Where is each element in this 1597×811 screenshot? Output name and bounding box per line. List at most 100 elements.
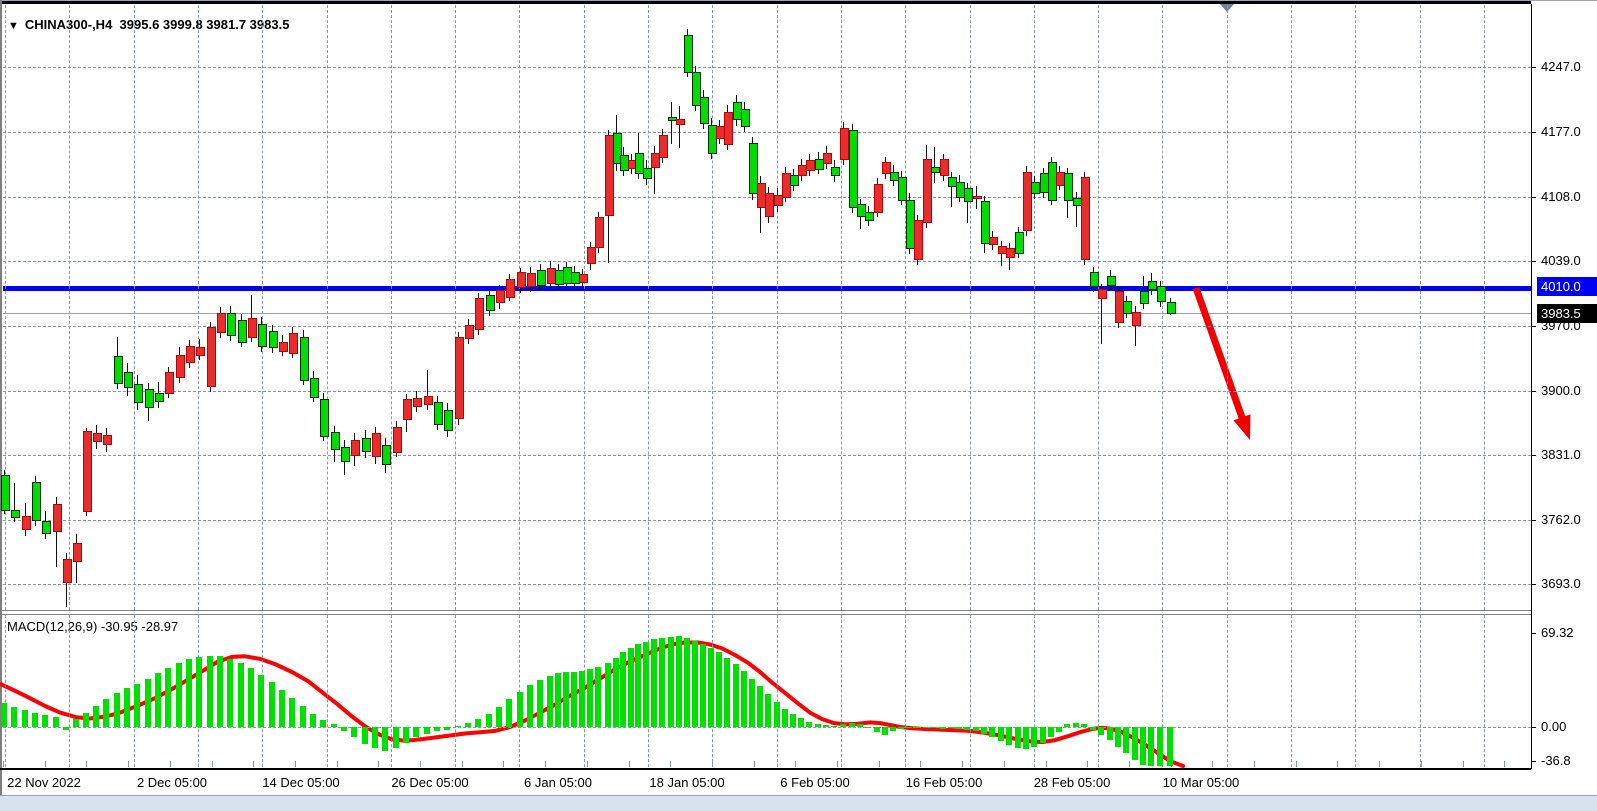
macd-histogram-bar — [103, 699, 109, 727]
macd-histogram-bar — [774, 702, 780, 727]
candle — [1148, 280, 1157, 291]
price-axis-tick — [1531, 584, 1536, 585]
candle — [700, 96, 709, 125]
candle — [496, 290, 505, 304]
candle — [1081, 177, 1090, 261]
vertical-gridline — [1483, 615, 1485, 767]
candle — [898, 177, 907, 201]
candle — [981, 201, 990, 244]
candle — [279, 341, 288, 352]
time-axis-label: 18 Jan 05:00 — [649, 775, 725, 790]
macd-histogram-bar — [676, 636, 682, 727]
macd-histogram-bar — [659, 637, 665, 727]
candle — [114, 356, 123, 384]
macd-histogram-bar — [331, 724, 337, 727]
price-axis-tick — [1531, 326, 1536, 327]
candle-wick — [934, 147, 935, 183]
time-axis-tick — [1212, 761, 1214, 767]
trend-arrow-head[interactable] — [1233, 414, 1251, 440]
candle-wick — [679, 106, 680, 149]
vertical-gridline — [776, 615, 778, 767]
price-axis-label: 4108.0 — [1541, 189, 1581, 204]
macd-histogram-bar — [605, 662, 611, 727]
price-axis-tick — [1531, 520, 1536, 521]
candle — [486, 294, 495, 311]
macd-axis-label: 69.32 — [1541, 625, 1574, 640]
macd-histogram-bar — [238, 662, 244, 727]
macd-histogram-bar — [382, 727, 388, 751]
time-axis-tick — [545, 761, 547, 767]
symbol-dropdown-icon[interactable]: ▼ — [8, 20, 19, 32]
vertical-gridline — [69, 5, 71, 610]
macd-histogram-bar — [1015, 727, 1021, 748]
macd-histogram-bar — [849, 723, 855, 727]
macd-histogram-bar — [1048, 727, 1054, 738]
candle — [1015, 232, 1024, 254]
macd-histogram-bar — [643, 641, 649, 727]
time-axis-tick — [920, 761, 922, 767]
time-axis-tick — [586, 761, 588, 767]
macd-histogram-bar — [424, 727, 430, 734]
macd-histogram-bar — [668, 636, 674, 727]
candle — [1098, 289, 1107, 299]
pane-separator[interactable] — [0, 610, 1531, 611]
macd-axis-tick — [1531, 727, 1536, 728]
candle — [444, 409, 453, 432]
price-axis-tick — [1531, 391, 1536, 392]
vertical-gridline — [1291, 615, 1292, 767]
time-axis-tick — [420, 761, 421, 767]
vertical-gridline — [648, 5, 649, 610]
price-axis-label: 3970.0 — [1541, 318, 1581, 333]
macd-indicator-label: MACD(12,26,9) -30.95 -28.97 — [7, 619, 179, 634]
vertical-gridline — [969, 5, 971, 610]
macd-axis-tick — [1531, 633, 1536, 634]
vertical-gridline — [776, 5, 778, 610]
candle — [1064, 173, 1073, 201]
price-axis-label: 4039.0 — [1541, 253, 1581, 268]
time-axis-tick — [628, 761, 630, 767]
macd-histogram-bar — [42, 715, 48, 727]
macd-histogram-bar — [279, 690, 285, 727]
macd-histogram-bar — [973, 727, 979, 731]
macd-histogram-bar — [1064, 724, 1070, 727]
candle — [964, 188, 973, 203]
macd-histogram-bar — [475, 719, 481, 727]
time-axis-tick — [1462, 761, 1464, 767]
vertical-gridline — [197, 5, 199, 610]
candle — [269, 331, 278, 349]
candle — [708, 124, 717, 154]
pane-separator[interactable] — [0, 614, 1531, 615]
macd-histogram-bar — [1157, 727, 1163, 766]
macd-histogram-bar — [923, 727, 929, 728]
vertical-gridline — [455, 615, 457, 767]
trend-arrow-shaft[interactable] — [1192, 286, 1248, 425]
candle — [890, 171, 899, 181]
macd-histogram-bar — [53, 717, 59, 727]
chart-left-border — [0, 0, 2, 795]
macd-histogram-bar — [289, 698, 295, 727]
candle-wick — [671, 101, 672, 144]
horizontal-level-line-4010[interactable] — [3, 286, 1531, 292]
candle — [774, 194, 783, 207]
vertical-gridline — [1419, 615, 1421, 767]
macd-histogram-bar — [1123, 727, 1129, 754]
time-axis-label: 6 Feb 05:00 — [780, 775, 850, 790]
time-axis-tick — [878, 761, 880, 767]
candle — [849, 129, 858, 209]
vertical-gridline — [455, 5, 457, 610]
macd-histogram-bar — [651, 639, 657, 727]
candle — [914, 220, 923, 261]
macd-histogram-bar — [571, 671, 577, 727]
time-axis-label: 10 Mar 05:00 — [1162, 775, 1240, 790]
time-axis-tick — [503, 761, 505, 767]
chart-top-border — [0, 1, 1531, 4]
window-bottom-strip — [0, 795, 1597, 811]
macd-histogram-bar — [83, 712, 89, 727]
candle — [595, 217, 604, 249]
candle-wick — [951, 171, 952, 208]
macd-histogram-bar — [782, 708, 788, 727]
time-axis-label: 14 Dec 05:00 — [262, 775, 340, 790]
macd-histogram-bar — [320, 720, 326, 727]
candle — [765, 193, 774, 218]
price-axis-tick — [1531, 132, 1536, 133]
